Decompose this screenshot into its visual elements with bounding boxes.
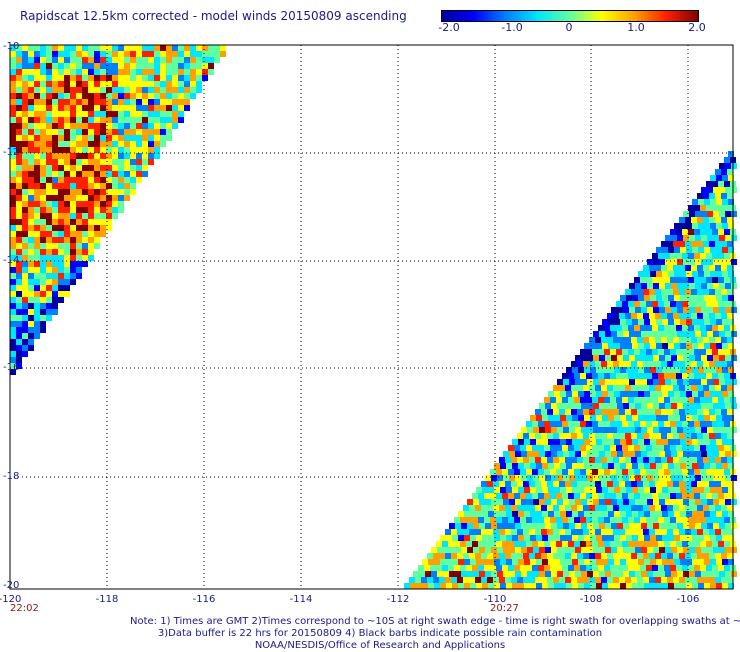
- y-tick-label: -20: [3, 580, 19, 591]
- colorbar-label: 2.0: [688, 21, 706, 34]
- swath-time-label: 20:27: [490, 603, 519, 614]
- x-tick-label: -114: [290, 594, 313, 605]
- x-tick-label: -112: [387, 594, 410, 605]
- note-line: 3)Data buffer is 22 hrs for 20150809 4) …: [157, 628, 603, 639]
- x-tick-label: -118: [96, 594, 119, 605]
- y-tick-label: -14: [3, 255, 19, 266]
- colorbar-label: 0: [565, 21, 573, 34]
- map-title: Rapidscat 12.5km corrected - model winds…: [20, 9, 407, 23]
- y-tick-label: -18: [3, 471, 19, 482]
- swath-time-label: 22:02: [10, 603, 39, 614]
- y-tick-label: -10: [3, 41, 19, 52]
- note-line: Note: 1) Times are GMT 2)Times correspon…: [130, 616, 740, 627]
- y-tick-label: -12: [3, 147, 19, 158]
- map-frame: [9, 44, 734, 590]
- y-tick-label: -16: [3, 362, 19, 373]
- x-tick-label: -108: [580, 594, 603, 605]
- gridlines: [10, 45, 733, 589]
- x-tick-label: -106: [677, 594, 700, 605]
- colorbar-label: 1.0: [627, 21, 645, 34]
- x-tick-label: -116: [193, 594, 216, 605]
- x-tick-label: -110: [484, 594, 507, 605]
- footnotes: Note: 1) Times are GMT 2)Times correspon…: [0, 616, 740, 652]
- colorbar: [441, 10, 699, 22]
- colorbar-label: -1.0: [501, 21, 523, 34]
- note-line: NOAA/NESDIS/Office of Research and Appli…: [254, 640, 506, 651]
- colorbar-label: -2.0: [438, 21, 460, 34]
- x-tick-label: -120: [0, 594, 21, 605]
- wind-cells: [10, 45, 737, 589]
